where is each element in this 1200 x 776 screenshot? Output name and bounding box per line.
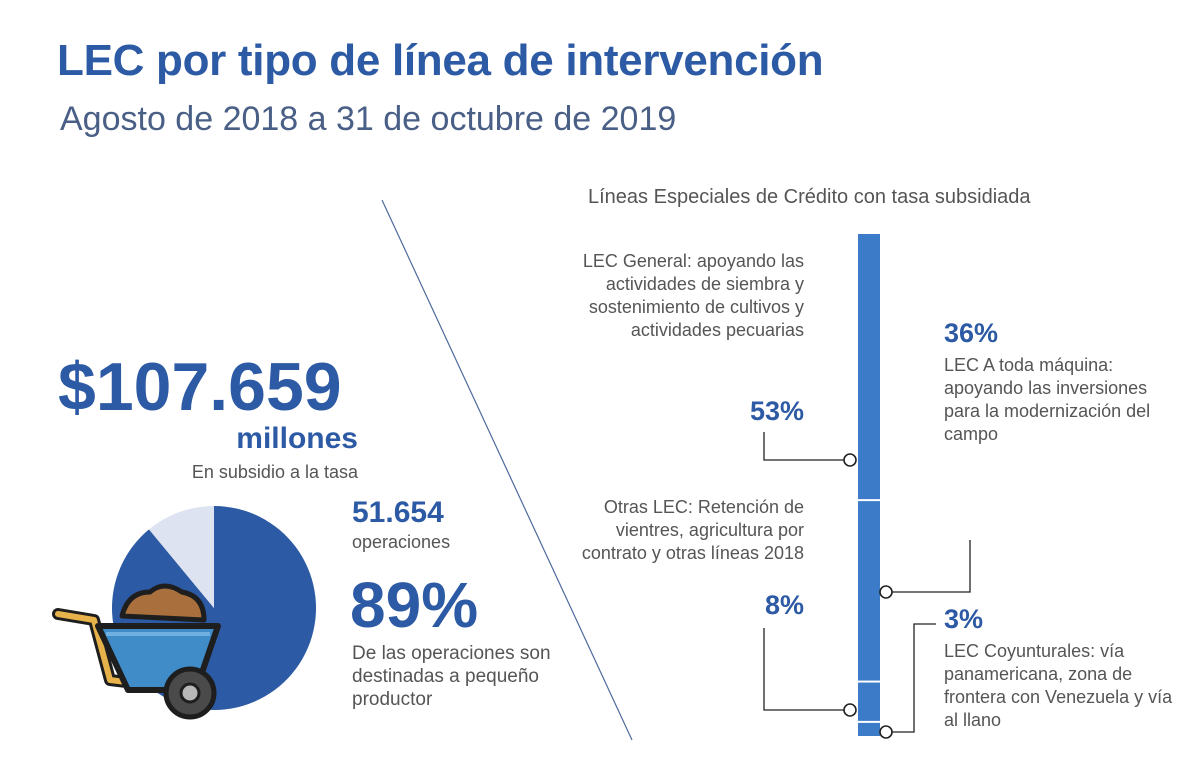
- operations-label: operaciones: [352, 532, 451, 552]
- marker-coyuntural: [879, 725, 893, 739]
- connector-otras: [763, 628, 848, 711]
- marker-general: [843, 453, 857, 467]
- lec-general-percentage: 53%: [749, 396, 804, 426]
- lec-otras-percentage: 8%: [764, 590, 804, 620]
- bar-segment-general: [858, 234, 880, 500]
- lec-coyuntural-label: LEC Coyunturales: vía panamericana, zona…: [944, 641, 1173, 730]
- wheelbarrow-icon: [52, 583, 221, 720]
- lec-general-label: LEC General: apoyando las actividades de…: [582, 251, 804, 340]
- connector-coyuntural: [886, 623, 936, 733]
- connector-general: [763, 432, 848, 461]
- lec-coyuntural-percentage: 3%: [944, 604, 984, 634]
- page-subtitle: Agosto de 2018 a 31 de octubre de 2019: [60, 100, 677, 138]
- operations-count: 51.654: [352, 496, 444, 529]
- page-title: LEC por tipo de línea de intervención: [57, 36, 824, 85]
- small-producer-percentage: 89%: [350, 569, 479, 641]
- connector-maquina: [886, 540, 971, 593]
- pie-slice-other: [148, 506, 214, 608]
- bar-segment-otras: [858, 682, 880, 721]
- bar-segment-maquina: [858, 501, 880, 681]
- subsidy-amount-unit: millones: [236, 422, 358, 455]
- lines-heading: Líneas Especiales de Crédito con tasa su…: [588, 186, 1031, 208]
- small-producer-description: De las operaciones son destinadas a pequ…: [352, 643, 551, 710]
- lec-maquina-percentage: 36%: [944, 318, 999, 348]
- lec-otras-label: Otras LEC: Retención de vientres, agricu…: [581, 497, 804, 563]
- marker-otras: [843, 703, 857, 717]
- bar-segment-coyuntural: [858, 722, 880, 736]
- subsidy-amount: $107.659: [58, 349, 342, 425]
- subsidy-description: En subsidio a la tasa: [191, 462, 358, 482]
- lec-maquina-label: LEC A toda máquina: apoyando las inversi…: [944, 355, 1151, 444]
- marker-maquina: [879, 585, 893, 599]
